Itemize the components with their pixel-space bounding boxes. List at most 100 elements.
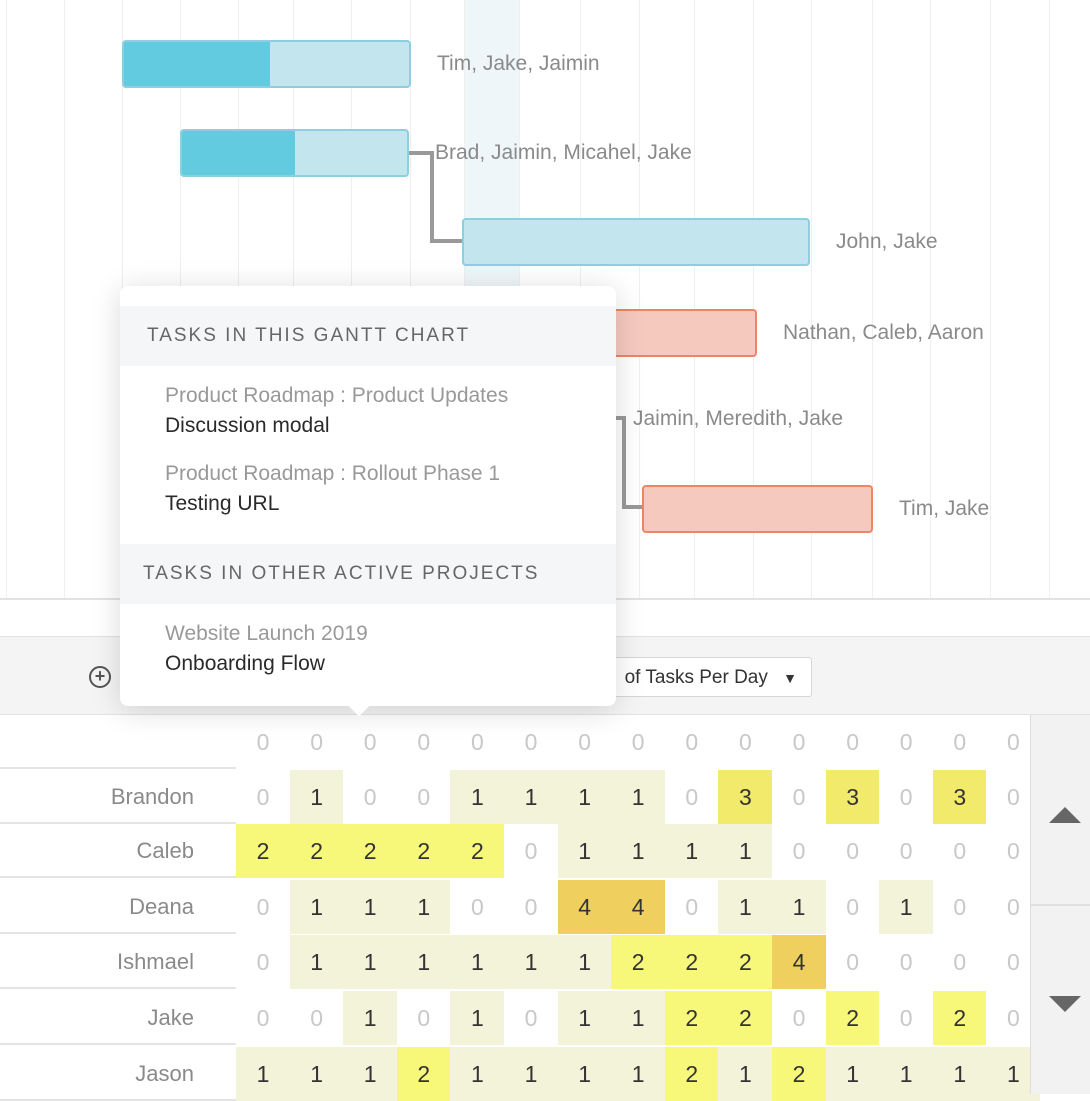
workload-cell[interactable]: 1 [236, 1047, 290, 1101]
workload-cell[interactable]: 0 [343, 715, 398, 769]
workload-cell[interactable]: 1 [504, 770, 558, 824]
workload-cell[interactable]: 0 [879, 770, 934, 824]
workload-cell[interactable]: 2 [611, 935, 666, 989]
gantt-task-bar[interactable] [122, 40, 411, 88]
workload-cell[interactable]: 0 [504, 880, 558, 934]
workload-cell[interactable]: 1 [343, 935, 398, 989]
workload-cell[interactable]: 0 [236, 880, 290, 934]
workload-cell[interactable]: 0 [879, 824, 934, 878]
workload-cell[interactable]: 2 [825, 991, 880, 1045]
workload-cell[interactable]: 0 [879, 715, 934, 769]
workload-cell[interactable]: 2 [289, 824, 344, 878]
workload-cell[interactable]: 1 [504, 935, 558, 989]
workload-cell[interactable]: 0 [825, 715, 880, 769]
workload-cell[interactable]: 2 [932, 991, 987, 1045]
workload-cell[interactable]: 1 [450, 770, 505, 824]
workload-cell[interactable]: 4 [611, 880, 666, 934]
workload-cell[interactable]: 2 [664, 935, 719, 989]
workload-cell[interactable]: 2 [664, 1047, 719, 1101]
workload-cell[interactable]: 0 [879, 991, 934, 1045]
workload-cell[interactable]: 0 [396, 715, 451, 769]
workload-cell[interactable]: 1 [450, 935, 505, 989]
workload-cell[interactable]: 0 [450, 715, 505, 769]
gantt-task-bar[interactable] [180, 129, 409, 177]
workload-cell[interactable]: 0 [664, 715, 719, 769]
workload-cell[interactable]: 2 [236, 824, 290, 878]
workload-cell[interactable]: 1 [879, 880, 934, 934]
workload-cell[interactable]: 0 [396, 770, 451, 824]
workload-cell[interactable]: 1 [289, 935, 344, 989]
workload-cell[interactable]: 1 [611, 1047, 666, 1101]
scroll-up-arrow-icon[interactable] [1049, 807, 1081, 823]
workload-cell[interactable]: 1 [611, 824, 666, 878]
workload-cell[interactable]: 1 [557, 770, 612, 824]
workload-cell[interactable]: 1 [932, 1047, 987, 1101]
workload-cell[interactable]: 0 [932, 824, 987, 878]
workload-cell[interactable]: 0 [772, 715, 826, 769]
workload-cell[interactable]: 0 [289, 715, 344, 769]
workload-cell[interactable]: 1 [557, 1047, 612, 1101]
workload-cell[interactable]: 1 [289, 880, 344, 934]
workload-cell[interactable]: 2 [450, 824, 505, 878]
workload-cell[interactable]: 4 [772, 935, 826, 989]
workload-cell[interactable]: 1 [343, 880, 398, 934]
workload-cell[interactable]: 3 [825, 770, 880, 824]
workload-cell[interactable]: 0 [664, 770, 719, 824]
workload-cell[interactable]: 1 [289, 770, 344, 824]
task-link[interactable]: Discussion modal [165, 414, 330, 437]
workload-cell[interactable]: 1 [718, 824, 773, 878]
workload-cell[interactable]: 1 [718, 880, 773, 934]
workload-cell[interactable]: 1 [396, 880, 451, 934]
workload-cell[interactable]: 0 [932, 880, 987, 934]
workload-cell[interactable]: 3 [718, 770, 773, 824]
workload-cell[interactable]: 0 [932, 935, 987, 989]
workload-cell[interactable]: 1 [557, 991, 612, 1045]
workload-cell[interactable]: 0 [343, 770, 398, 824]
workload-cell[interactable]: 0 [504, 824, 558, 878]
workload-cell[interactable]: 0 [772, 991, 826, 1045]
workload-cell[interactable]: 1 [825, 1047, 880, 1101]
gantt-task-bar[interactable] [462, 218, 810, 266]
workload-cell[interactable]: 1 [343, 1047, 398, 1101]
workload-cell[interactable]: 2 [396, 1047, 451, 1101]
add-circle-icon[interactable]: + [89, 666, 111, 688]
workload-cell[interactable]: 0 [932, 715, 987, 769]
workload-cell[interactable]: 1 [396, 935, 451, 989]
workload-cell[interactable]: 1 [611, 991, 666, 1045]
workload-cell[interactable]: 1 [450, 1047, 505, 1101]
task-link[interactable]: Onboarding Flow [165, 652, 325, 675]
workload-cell[interactable]: 1 [718, 1047, 773, 1101]
workload-cell[interactable]: 1 [450, 991, 505, 1045]
gantt-task-bar[interactable] [642, 485, 873, 533]
workload-cell[interactable]: 1 [557, 824, 612, 878]
workload-cell[interactable]: 0 [772, 770, 826, 824]
workload-cell[interactable]: 1 [343, 991, 398, 1045]
workload-cell[interactable]: 0 [772, 824, 826, 878]
workload-cell[interactable]: 1 [504, 1047, 558, 1101]
workload-cell[interactable]: 2 [343, 824, 398, 878]
workload-cell[interactable]: 1 [289, 1047, 344, 1101]
workload-cell[interactable]: 0 [718, 715, 773, 769]
workload-cell[interactable]: 0 [450, 880, 505, 934]
workload-cell[interactable]: 1 [611, 770, 666, 824]
workload-cell[interactable]: 2 [718, 991, 773, 1045]
workload-cell[interactable]: 1 [557, 935, 612, 989]
workload-cell[interactable]: 0 [825, 935, 880, 989]
task-link[interactable]: Testing URL [165, 492, 280, 515]
workload-cell[interactable]: 0 [236, 770, 290, 824]
workload-cell[interactable]: 0 [664, 880, 719, 934]
workload-cell[interactable]: 1 [772, 880, 826, 934]
workload-cell[interactable]: 0 [611, 715, 666, 769]
workload-cell[interactable]: 0 [236, 715, 290, 769]
workload-cell[interactable]: 3 [932, 770, 987, 824]
workload-cell[interactable]: 0 [504, 991, 558, 1045]
workload-cell[interactable]: 1 [879, 1047, 934, 1101]
workload-cell[interactable]: 0 [289, 991, 344, 1045]
workload-cell[interactable]: 0 [825, 824, 880, 878]
workload-cell[interactable]: 0 [396, 991, 451, 1045]
workload-cell[interactable]: 2 [718, 935, 773, 989]
workload-cell[interactable]: 0 [236, 991, 290, 1045]
workload-cell[interactable]: 2 [664, 991, 719, 1045]
workload-cell[interactable]: 0 [879, 935, 934, 989]
workload-cell[interactable]: 1 [664, 824, 719, 878]
